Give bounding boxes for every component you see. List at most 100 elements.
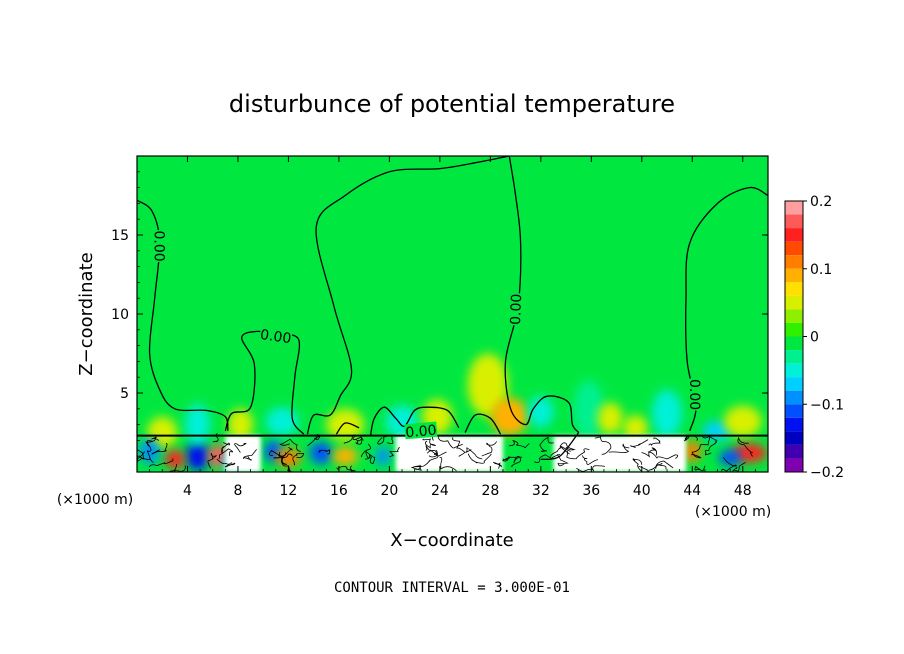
plot-area: 0.000.000.000.000.00 4 8 12 16 20 24 28 32 36 40 4… [111, 155, 769, 499]
x-tick-label-28: 28 [481, 483, 499, 499]
contour-label-0: 0.00 [151, 230, 167, 261]
colorbar-level-7 [785, 295, 803, 310]
anomaly-blob-28 [375, 446, 391, 466]
x-tick-label-32: 32 [532, 483, 550, 499]
contour-label-4: 0.00 [686, 379, 702, 410]
colorbar-level-14 [785, 390, 803, 405]
colorbar-level-1 [785, 214, 803, 229]
zero-contours [137, 156, 768, 461]
boundary-contour-34 [207, 453, 217, 469]
anomaly-blob-20 [622, 415, 649, 441]
contour-label-bg-3 [507, 292, 524, 326]
colorbar-level-16 [785, 417, 803, 432]
boundary-contour-6 [539, 436, 554, 452]
zero-contour-c4 [504, 156, 580, 433]
anomaly-blob-9 [265, 407, 299, 436]
boundary-contour-38 [492, 461, 502, 469]
masked-region-0 [395, 435, 503, 472]
boundary-contour-8 [566, 448, 590, 460]
anomaly-blob-10 [309, 441, 333, 465]
boundary-contour-40 [318, 449, 331, 455]
boundary-contour-10 [414, 449, 439, 468]
anomaly-blob-17 [528, 396, 554, 428]
zero-contour-c9 [335, 422, 360, 435]
x-tick-label-4: 4 [183, 483, 192, 499]
contour-label-bg-1 [259, 325, 293, 346]
boundary-contour-50 [690, 444, 709, 459]
anomaly-blob-18 [573, 380, 604, 438]
colorbar-level-15 [785, 404, 803, 418]
boundary-contour-49 [701, 435, 718, 445]
boundary-contour-59 [151, 443, 168, 455]
x-tick-label-24: 24 [431, 483, 449, 499]
x-tick-label-12: 12 [280, 483, 298, 499]
boundary-contour-11 [556, 453, 569, 467]
colorbar-level-6 [785, 282, 803, 296]
boundary-contour-28 [732, 461, 746, 472]
boundary-contour-0 [425, 445, 447, 457]
y-tick-label-5: 5 [120, 386, 129, 402]
boundary-contour-24 [234, 443, 247, 453]
boundary-contour-14 [683, 435, 698, 442]
contour-label-1: 0.00 [259, 327, 292, 347]
boundary-contour-58 [641, 447, 657, 458]
anomaly-blob-15 [467, 353, 509, 417]
colorbar-tick-label: 0 [810, 330, 819, 346]
boundary-contour-64 [737, 436, 753, 457]
colorbar-tick-label: 0.1 [810, 262, 832, 278]
boundary-contour-68 [389, 446, 400, 458]
boundary-contour-2 [465, 447, 483, 460]
boundary-contour-27 [218, 448, 234, 460]
colorbar-levels [785, 201, 803, 472]
anomaly-blob-4 [164, 449, 185, 469]
boundary-contour-23 [145, 436, 160, 447]
boundary-contour-53 [365, 443, 371, 460]
boundary-contour-21 [426, 450, 438, 458]
boundary-contour-69 [648, 437, 661, 446]
colorbar-level-5 [785, 268, 803, 283]
x-tick-label-20: 20 [380, 483, 398, 499]
colorbar-level-2 [785, 228, 803, 242]
colorbar-level-0 [785, 201, 803, 215]
anomaly-blob-0 [186, 441, 209, 471]
colorbar-level-4 [785, 255, 803, 269]
contour-label-2: 0.00 [405, 423, 437, 442]
boundary-contour-4 [307, 434, 321, 447]
colorbar-level-18 [785, 444, 803, 459]
boundary-contour-54 [137, 457, 151, 463]
x-axis-ticks: 4 8 12 16 20 24 28 32 36 40 44 48 [149, 156, 756, 499]
y-tick-label-15: 15 [111, 228, 129, 244]
colorbar-level-9 [785, 322, 803, 337]
masked-region-2 [225, 435, 261, 472]
boundary-contour-36 [452, 436, 466, 457]
boundary-contour-51 [647, 451, 679, 460]
boundary-contour-20 [148, 458, 174, 468]
boundary-contour-60 [243, 449, 257, 461]
y-tick-label-10: 10 [111, 307, 129, 323]
boundary-contour-26 [273, 451, 287, 459]
x-tick-label-36: 36 [582, 483, 600, 499]
contour-label-3: 0.00 [508, 293, 525, 325]
boundary-contour-67 [721, 457, 737, 472]
boundary-contour-57 [439, 457, 457, 472]
colorbar-level-11 [785, 350, 803, 364]
anomaly-blob-6 [227, 408, 254, 441]
colorbar-level-3 [785, 241, 803, 256]
anomaly-blob-26 [683, 440, 702, 463]
boundary-contour-22 [608, 443, 630, 453]
colorbar-tick-label: −0.1 [810, 397, 844, 413]
boundary-contour-62 [269, 449, 293, 458]
boundary-contour-42 [559, 442, 576, 455]
x-unit-right: (×1000 m) [695, 504, 771, 520]
boundary-contour-52 [534, 453, 561, 463]
boundary-contour-37 [501, 456, 516, 462]
boundary-contour-45 [221, 442, 231, 454]
boundary-contour-25 [281, 446, 293, 465]
boundary-contour-56 [168, 464, 186, 472]
colorbar-ticks: 0.2 0.1 0 −0.1 −0.2 [803, 194, 844, 481]
boundary-contour-43 [292, 452, 305, 466]
anomaly-blob-23 [723, 405, 762, 438]
zero-contour-c2 [224, 330, 305, 435]
boundary-contour-48 [655, 460, 674, 470]
